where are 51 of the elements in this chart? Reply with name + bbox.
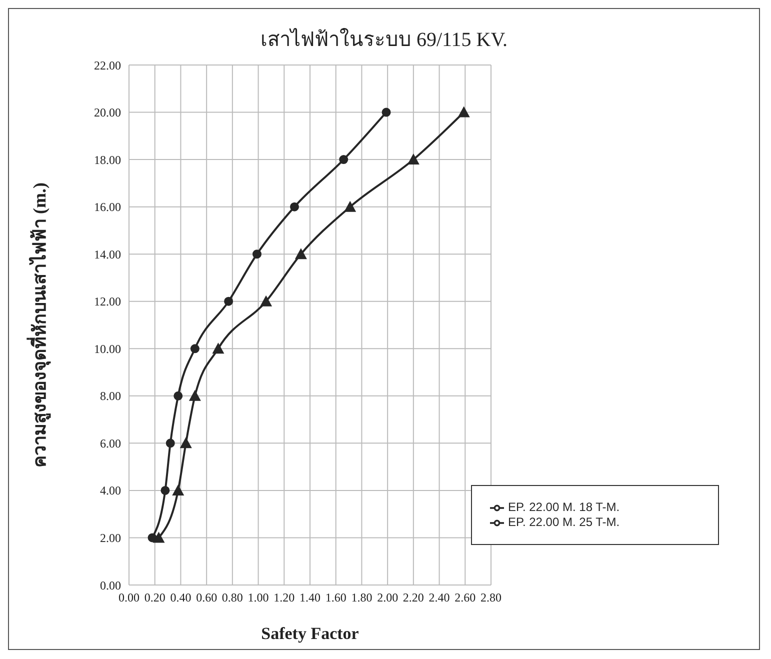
point: [166, 438, 175, 448]
point: [172, 484, 184, 496]
x-tick-label: 0.20: [144, 590, 166, 605]
point: [190, 344, 200, 354]
x-tick-label: 2.40: [428, 590, 450, 605]
point: [212, 342, 224, 354]
x-tick-label: 0.60: [196, 590, 218, 605]
x-tick-label: 0.00: [118, 590, 140, 605]
y-tick-label: 14.00: [94, 247, 121, 262]
y-tick-label: 12.00: [94, 294, 121, 309]
x-tick-label: 1.40: [300, 590, 320, 605]
point: [252, 250, 262, 259]
point: [260, 295, 272, 306]
point: [344, 200, 356, 212]
point: [339, 155, 348, 164]
x-tick-label: 2.20: [402, 590, 424, 605]
y-tick-label: 10.00: [94, 342, 121, 356]
x-axis-title: Safety Factor: [261, 624, 360, 644]
point: [382, 108, 391, 117]
point: [160, 486, 170, 495]
point: [407, 154, 420, 165]
y-axis-title: ความสูงของจุดที่หักบนเสาไฟฟ้า (m.): [26, 182, 52, 468]
x-tick-label: 1.60: [325, 590, 346, 605]
point: [152, 532, 165, 543]
x-tick-label: 1.00: [248, 590, 269, 605]
x-tick-label: 0.40: [170, 590, 192, 605]
y-tick-label: 8.00: [100, 389, 121, 404]
point: [290, 202, 299, 212]
x-tick-label: 1.20: [274, 590, 295, 605]
x-tick-label: 1.80: [351, 590, 372, 605]
x-tick-label: 0.80: [222, 590, 243, 605]
y-tick-label: 22.00: [94, 58, 121, 72]
point: [458, 106, 470, 118]
x-tick-label: 2.80: [480, 590, 502, 605]
y-tick-label: 0.00: [100, 578, 121, 592]
y-tick-label: 20.00: [94, 106, 121, 120]
y-tick-label: 16.00: [94, 200, 121, 214]
legend-label: EP. 22.00 M. 18 T-M.: [508, 500, 620, 514]
x-tick-label: 2.60: [454, 590, 476, 605]
point: [294, 248, 307, 260]
x-tick-label: 2.00: [377, 590, 398, 605]
point: [188, 390, 201, 401]
chart-title: เสาไฟฟ้าในระบบ 69/115 KV.: [259, 27, 509, 53]
y-tick-label: 4.00: [100, 484, 121, 498]
legend-label: EP. 22.00 M. 25 T-M.: [508, 515, 620, 530]
y-tick-label: 6.00: [100, 436, 121, 450]
y-tick-label: 2.00: [100, 530, 121, 545]
y-tick-label: 18.00: [94, 152, 121, 167]
point: [180, 437, 192, 448]
point: [224, 296, 234, 306]
point: [174, 391, 183, 400]
